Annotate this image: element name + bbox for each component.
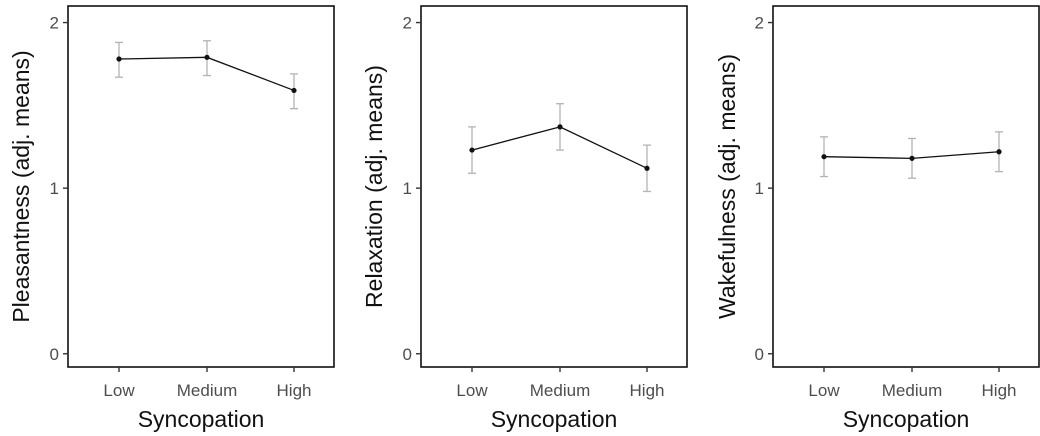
data-point — [291, 87, 297, 94]
x-tick-label: Low — [808, 381, 840, 400]
y-tick-label: 2 — [50, 14, 59, 33]
x-axis-title: Syncopation — [843, 406, 970, 432]
x-tick-label: Low — [103, 381, 135, 400]
x-axis-title: Syncopation — [491, 406, 618, 432]
data-point — [116, 56, 122, 62]
x-tick-label: Medium — [882, 381, 942, 400]
x-tick-label: High — [630, 381, 665, 400]
x-tick-label: High — [277, 381, 312, 400]
chart-panel-1: 0 1 2 Low Medium High Syncopation Pleasantness … — [8, 5, 335, 432]
x-tick-label: Medium — [177, 381, 237, 400]
data-point — [204, 54, 210, 60]
y-tick-label: 0 — [50, 345, 59, 364]
y-tick-label: 2 — [755, 14, 764, 33]
x-tick-label: High — [982, 381, 1017, 400]
y-tick-label: 0 — [403, 345, 412, 364]
y-tick-label: 0 — [755, 345, 764, 364]
plot-frame — [67, 5, 335, 368]
y-axis-title: Pleasantness (adj. means) — [8, 50, 34, 322]
data-point — [821, 154, 827, 160]
data-point — [469, 147, 475, 153]
y-axis-title: Wakefulness (adj. means) — [714, 54, 740, 319]
data-point — [909, 155, 915, 161]
y-tick-label: 1 — [403, 179, 412, 198]
x-tick-label: Low — [456, 381, 488, 400]
chart-panel-3: 0 1 2 Low Medium High Syncopation Wakefulness (… — [714, 5, 1040, 432]
y-axis-title: Relaxation (adj. means) — [361, 65, 387, 308]
y-tick-label: 1 — [755, 179, 764, 198]
plot-frame — [772, 5, 1040, 368]
plot-frame — [420, 5, 688, 368]
data-point — [644, 165, 650, 171]
x-axis-title: Syncopation — [138, 406, 265, 432]
x-tick-label: Medium — [530, 381, 590, 400]
data-point — [996, 149, 1002, 155]
chart-panel-2: 0 1 2 Low Medium High Syncopation Relaxation (a… — [361, 5, 688, 432]
y-tick-label: 1 — [50, 179, 59, 198]
y-tick-label: 2 — [403, 14, 412, 33]
data-point — [557, 124, 563, 130]
